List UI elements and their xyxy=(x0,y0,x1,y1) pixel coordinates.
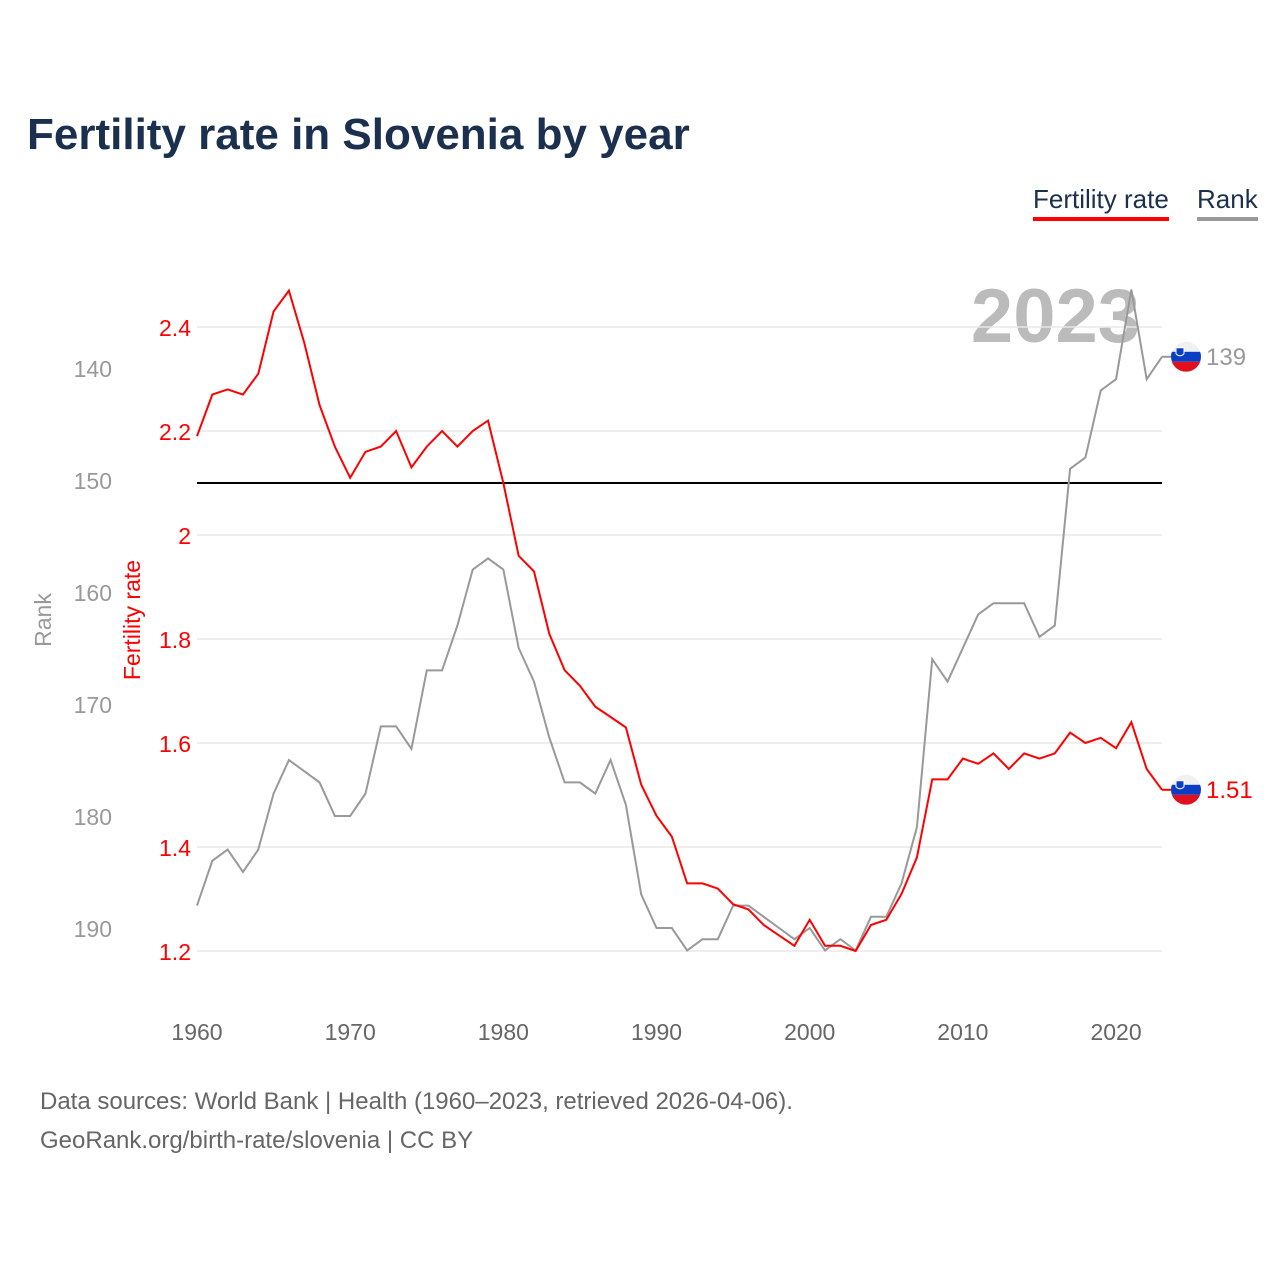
fertility-tick-label: 2 xyxy=(178,523,191,549)
rank-tick-label: 150 xyxy=(74,468,112,494)
fertility-tick-label: 1.4 xyxy=(159,835,191,861)
x-tick-label: 2000 xyxy=(784,1019,835,1045)
fertility-tick-label: 1.8 xyxy=(159,627,191,653)
rank-tick-label: 180 xyxy=(74,804,112,830)
fertility-axis-label: Fertility rate xyxy=(119,560,145,680)
fertility-tick-label: 2.4 xyxy=(159,315,191,341)
x-tick-label: 2010 xyxy=(937,1019,988,1045)
slovenia-flag-icon-rank xyxy=(1171,341,1201,372)
fertility-tick-label: 2.2 xyxy=(159,419,191,445)
x-tick-label: 1980 xyxy=(478,1019,529,1045)
x-tick-label: 1970 xyxy=(325,1019,376,1045)
slovenia-flag-icon-fertility xyxy=(1171,774,1201,805)
rank-tick-label: 170 xyxy=(74,692,112,718)
source-link[interactable]: GeoRank.org/birth-rate/slovenia | CC BY xyxy=(40,1127,474,1154)
rank-tick-label: 140 xyxy=(74,356,112,382)
chart-title: Fertility rate in Slovenia by year xyxy=(27,110,690,159)
x-tick-label: 1990 xyxy=(631,1019,682,1045)
rank-series-line xyxy=(196,289,1163,952)
source-text: Data sources: World Bank | Health (1960–… xyxy=(40,1088,793,1115)
rank-tick-label: 190 xyxy=(74,916,112,942)
legend-fertility-rate[interactable]: Fertility rate xyxy=(1033,184,1169,221)
year-watermark: 2023 xyxy=(971,274,1140,359)
x-tick-label: 2020 xyxy=(1090,1019,1141,1045)
fertility-tick-label: 1.2 xyxy=(159,939,191,965)
fertility-tick-label: 1.6 xyxy=(159,731,191,757)
fertility-series-line xyxy=(196,288,1163,953)
rank-axis-label: Rank xyxy=(30,593,56,647)
rank-end-label: 139 xyxy=(1206,344,1246,371)
legend-rank[interactable]: Rank xyxy=(1197,184,1258,221)
rank-tick-label: 160 xyxy=(74,580,112,606)
fertility-end-label: 1.51 xyxy=(1206,777,1253,804)
x-tick-label: 1960 xyxy=(171,1019,222,1045)
